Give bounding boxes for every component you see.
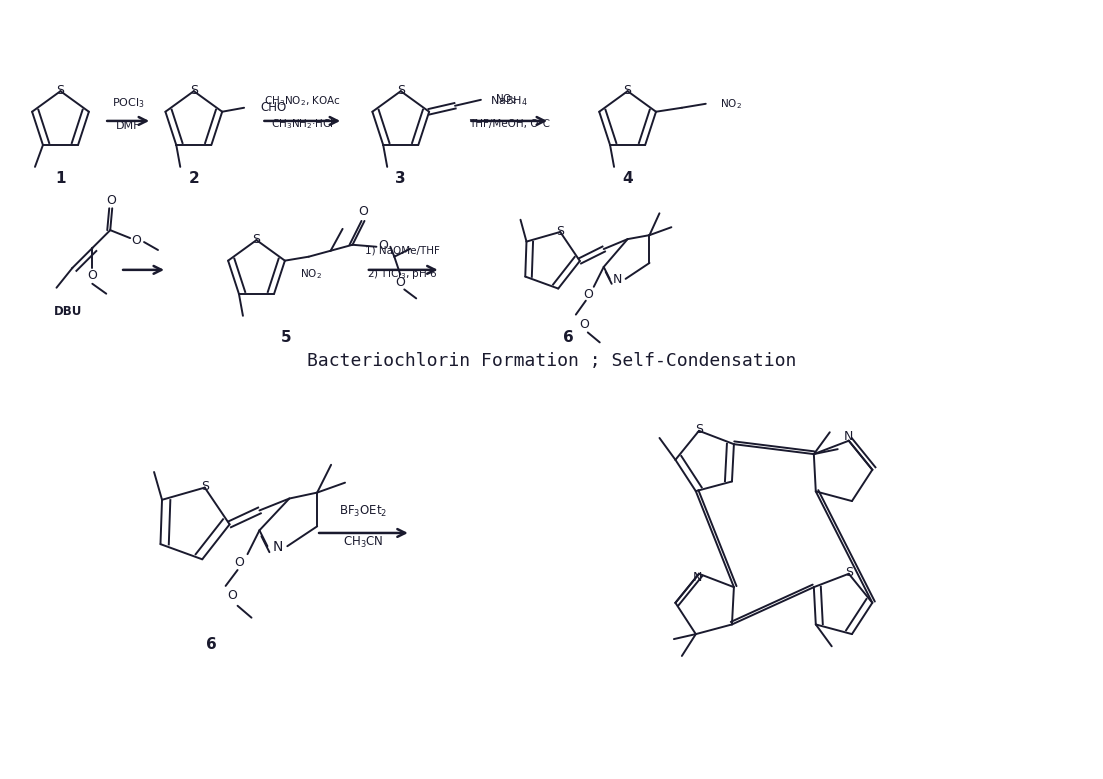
Text: N: N <box>693 571 702 584</box>
Text: O: O <box>579 318 589 331</box>
Text: 2: 2 <box>189 171 200 186</box>
Text: 3: 3 <box>396 171 406 186</box>
Text: CH$_3$NO$_2$, KOAc: CH$_3$NO$_2$, KOAc <box>264 94 341 108</box>
Text: O: O <box>235 555 245 569</box>
Text: NaBH$_4$: NaBH$_4$ <box>491 94 528 108</box>
Text: O: O <box>358 205 368 217</box>
Text: THF/MeOH, O℃: THF/MeOH, O℃ <box>469 119 549 129</box>
Text: S: S <box>253 233 260 245</box>
Text: BF$_3$OEt$_2$: BF$_3$OEt$_2$ <box>339 503 387 519</box>
Text: 6: 6 <box>563 330 574 345</box>
Text: O: O <box>106 194 116 207</box>
Text: N: N <box>613 273 622 287</box>
Text: DMF: DMF <box>116 121 140 131</box>
Text: 6: 6 <box>206 636 217 652</box>
Text: O: O <box>582 288 592 301</box>
Text: S: S <box>56 83 64 97</box>
Text: DBU: DBU <box>54 305 83 318</box>
Text: N: N <box>844 430 854 443</box>
Text: 2) TiCl$_3$, pH 6: 2) TiCl$_3$, pH 6 <box>367 267 438 281</box>
Text: O: O <box>378 239 388 252</box>
Text: S: S <box>623 83 632 97</box>
Text: O: O <box>227 590 237 602</box>
Text: NO$_2$: NO$_2$ <box>495 92 516 106</box>
Text: O: O <box>87 270 97 282</box>
Text: CHO: CHO <box>260 101 287 115</box>
Text: 4: 4 <box>622 171 633 186</box>
Text: O: O <box>395 276 405 289</box>
Text: O: O <box>131 234 141 247</box>
Text: CH$_3$NH$_2$·HCl: CH$_3$NH$_2$·HCl <box>271 117 333 131</box>
Text: 5: 5 <box>281 330 291 345</box>
Text: S: S <box>201 480 210 493</box>
Text: CH$_3$CN: CH$_3$CN <box>343 535 383 551</box>
Text: 1: 1 <box>55 171 66 186</box>
Text: Bacteriochlorin Formation ; Self-Condensation: Bacteriochlorin Formation ; Self-Condens… <box>308 352 796 370</box>
Text: 1) NaOMe/THF: 1) NaOMe/THF <box>365 245 440 255</box>
Text: S: S <box>695 423 703 436</box>
Text: NO$_2$: NO$_2$ <box>300 268 322 281</box>
Text: S: S <box>190 83 197 97</box>
Text: POCl$_3$: POCl$_3$ <box>111 96 144 110</box>
Text: S: S <box>845 566 853 580</box>
Text: NO$_2$: NO$_2$ <box>719 97 741 111</box>
Text: S: S <box>397 83 405 97</box>
Text: S: S <box>557 224 565 238</box>
Text: N: N <box>272 540 282 554</box>
